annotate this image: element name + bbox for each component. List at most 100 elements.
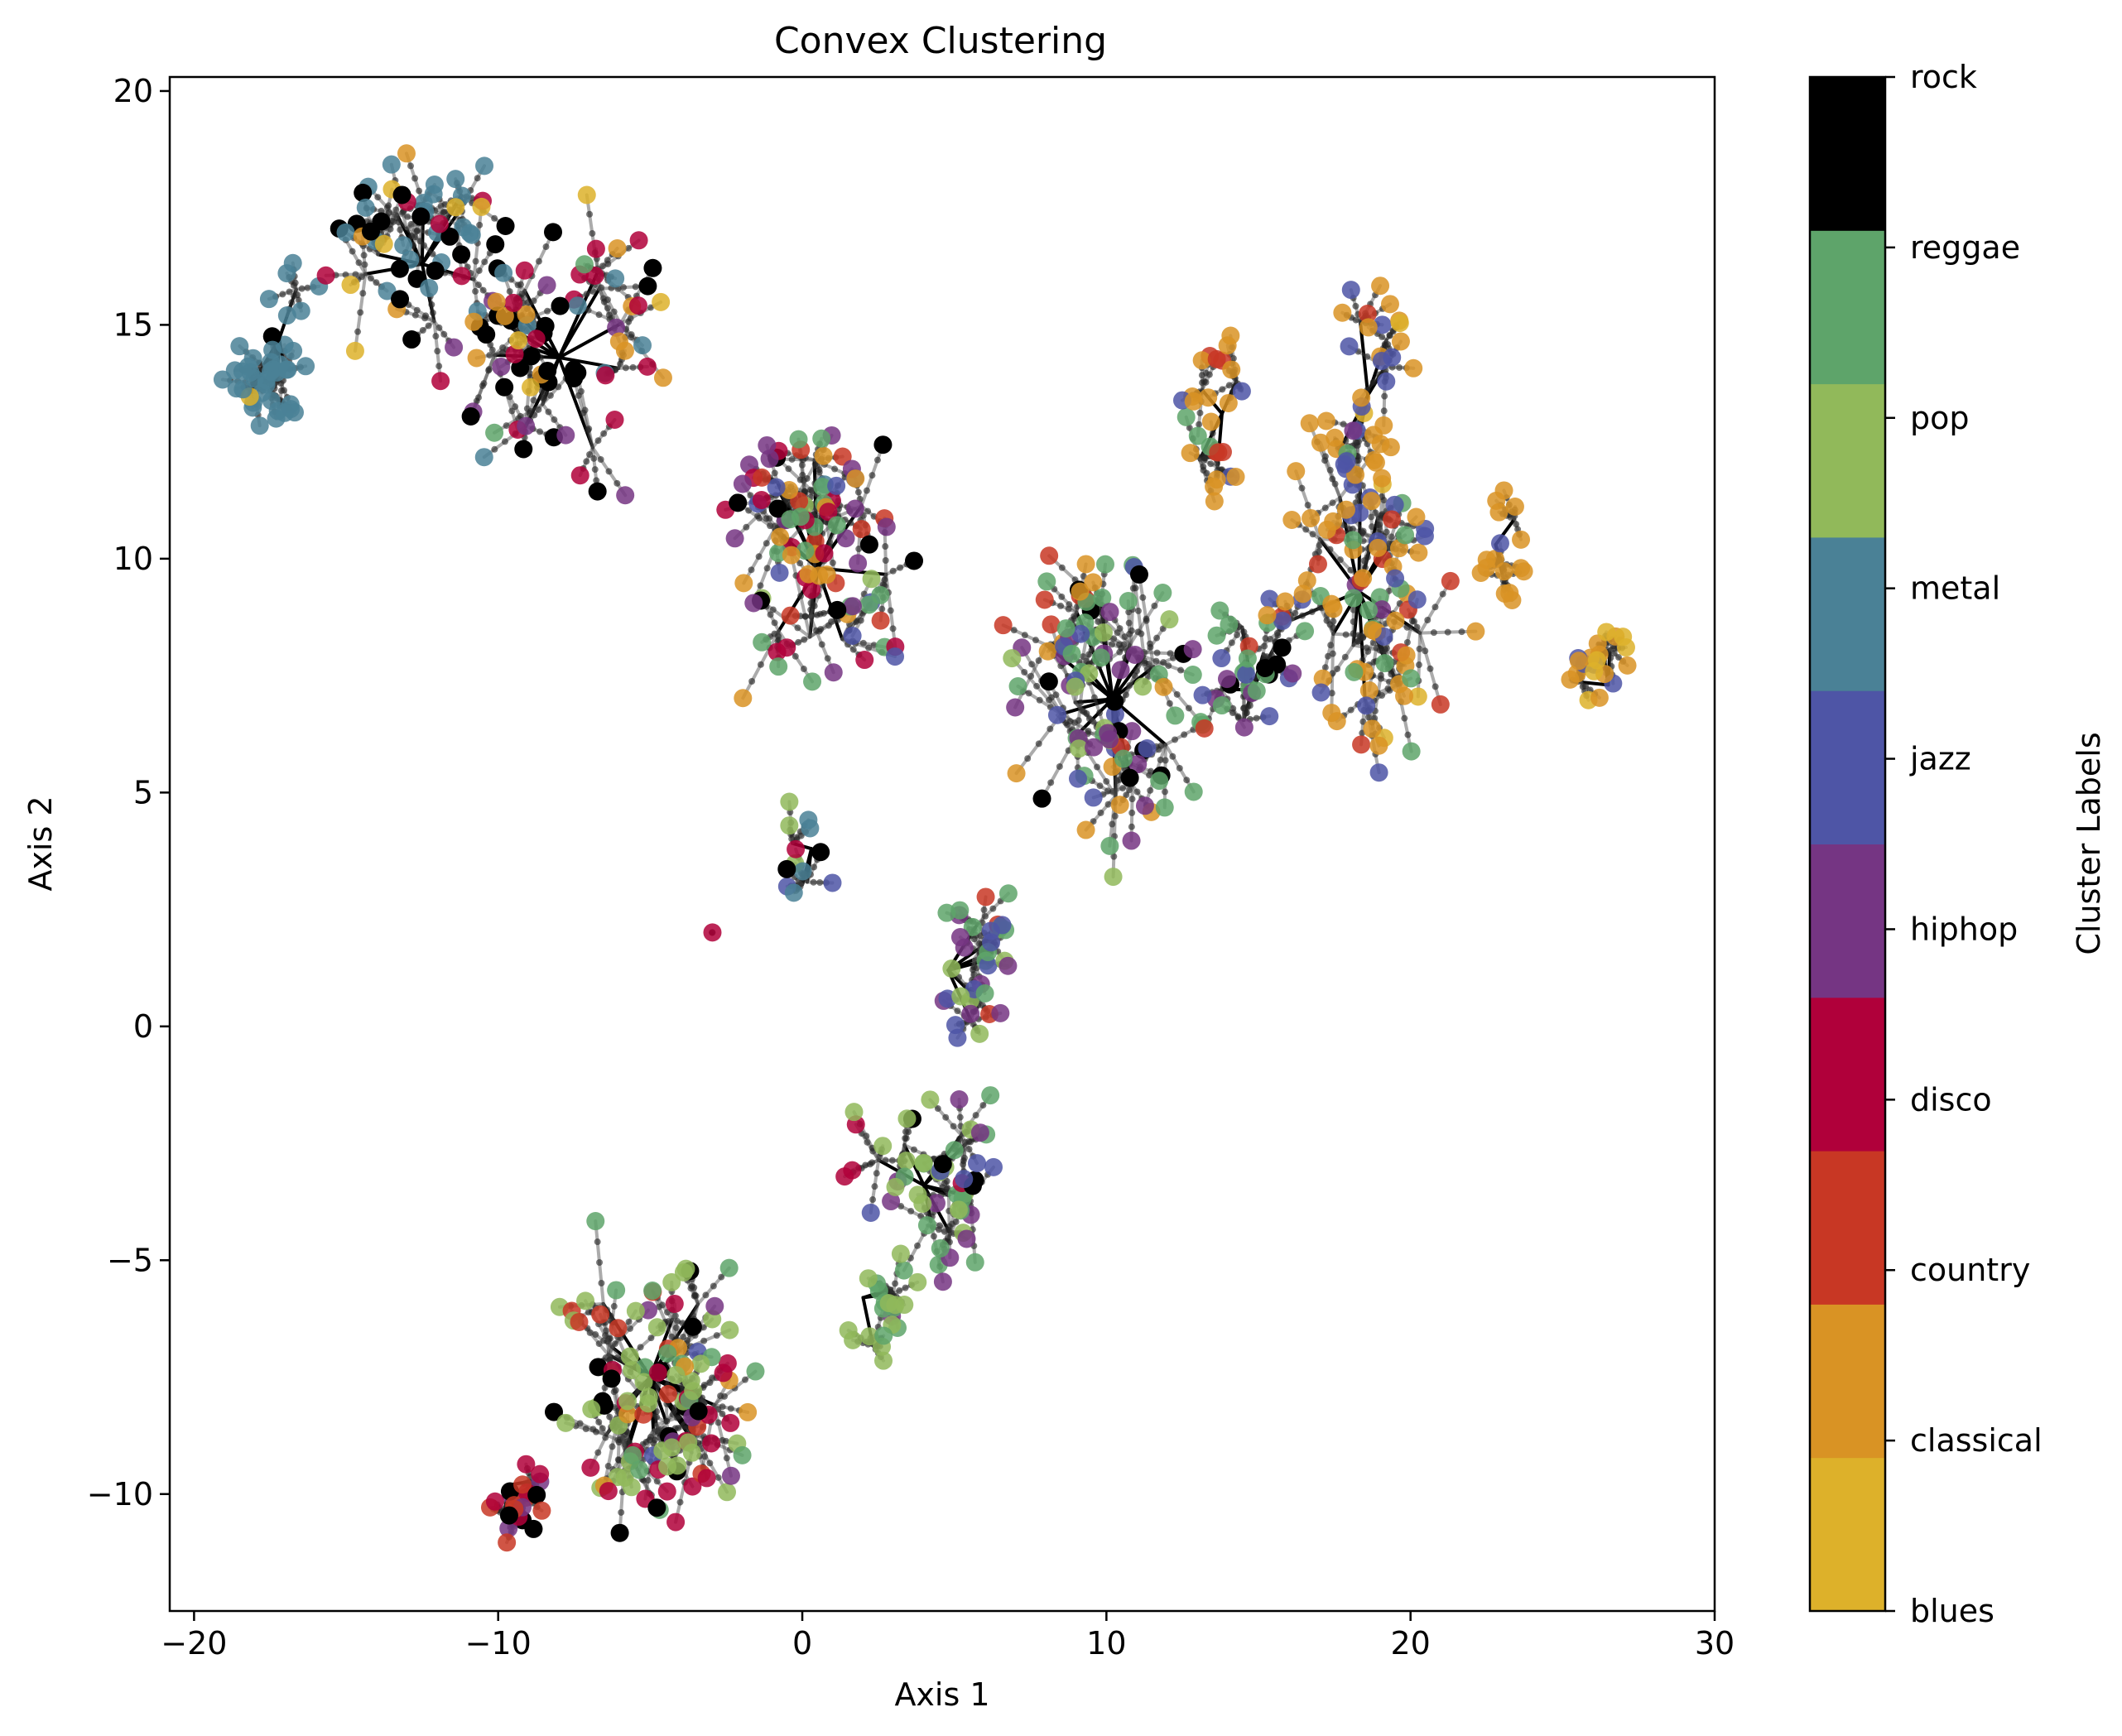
point-metal	[382, 155, 401, 174]
path-step-marker	[896, 1287, 903, 1295]
point-pop	[626, 1301, 645, 1320]
point-rock	[461, 406, 480, 426]
cluster-branch	[1359, 320, 1370, 397]
point-classical	[1494, 481, 1513, 500]
point-rock	[811, 843, 830, 862]
point-classical	[397, 144, 416, 163]
path-step-marker	[847, 519, 854, 527]
path-step-marker	[1342, 437, 1350, 445]
path-step-marker	[1388, 533, 1395, 541]
point-rock	[602, 1369, 621, 1388]
path-step-marker	[609, 1443, 616, 1450]
point-country	[1431, 695, 1450, 714]
path-step-marker	[715, 1419, 722, 1426]
point-hiphop	[957, 1229, 976, 1248]
path-step-marker	[611, 1340, 618, 1348]
path-step-marker	[1401, 714, 1408, 722]
point-disco	[531, 1464, 550, 1484]
path-step-marker	[831, 465, 839, 473]
point-jazz	[1273, 611, 1292, 630]
path-step-marker	[810, 878, 817, 886]
point-rock	[768, 499, 787, 518]
path-step-marker	[829, 559, 836, 566]
point-jazz	[1386, 569, 1405, 588]
cluster-branch	[1579, 680, 1610, 687]
point-pop	[844, 1330, 863, 1349]
path-step-marker	[491, 214, 498, 222]
path-step-marker	[407, 162, 415, 170]
point-reggae	[1150, 772, 1169, 791]
point-hiphop	[1085, 738, 1104, 757]
path-step-marker	[1122, 691, 1129, 699]
path-step-marker	[1234, 632, 1241, 639]
point-reggae	[1402, 742, 1421, 761]
path-step-marker	[672, 1324, 680, 1331]
path-step-marker	[1104, 787, 1112, 795]
point-classical	[1316, 411, 1335, 430]
path-step-marker	[537, 428, 544, 435]
point-metal	[475, 156, 494, 176]
path-step-marker	[1172, 736, 1179, 743]
point-classical	[1409, 543, 1428, 562]
point-rock	[527, 1485, 546, 1504]
point-reggae	[869, 1282, 888, 1301]
point-pop	[859, 1269, 878, 1288]
path-step-marker	[1205, 371, 1213, 378]
path-step-marker	[1368, 513, 1375, 521]
path-step-marker	[421, 242, 428, 249]
point-country	[781, 606, 800, 625]
colorbar-label-country: country	[1910, 1252, 2030, 1288]
point-classical	[1363, 719, 1382, 738]
point-classical	[1354, 569, 1373, 588]
point-jazz	[1084, 788, 1103, 807]
path-step-marker	[425, 322, 432, 329]
path-step-marker	[1110, 635, 1118, 642]
point-rock	[486, 235, 505, 254]
point-reggae	[1247, 681, 1266, 700]
x-tick-label: 20	[1390, 1625, 1430, 1661]
point-reggae	[1155, 798, 1174, 817]
path-step-marker	[352, 271, 359, 278]
point-pop	[942, 959, 961, 979]
y-tick-label: 5	[133, 774, 153, 810]
path-step-marker	[682, 1424, 690, 1431]
point-classical	[1219, 393, 1238, 412]
path-step-marker	[598, 1279, 605, 1286]
path-step-marker	[943, 1185, 950, 1193]
path-step-marker	[973, 964, 980, 972]
point-rock	[402, 330, 421, 349]
point-hiphop	[733, 474, 752, 493]
point-jazz	[1377, 372, 1396, 391]
path-step-marker	[1147, 643, 1154, 651]
path-step-marker	[719, 1410, 726, 1417]
path-step-marker	[1243, 709, 1250, 717]
point-reggae	[931, 1238, 950, 1258]
path-step-marker	[618, 1508, 625, 1516]
point-classical	[1084, 573, 1103, 592]
point-reggae	[1396, 526, 1415, 545]
point-classical	[1364, 450, 1383, 469]
path-step-marker	[807, 613, 815, 620]
path-step-marker	[653, 1413, 661, 1421]
path-step-marker	[668, 1333, 676, 1340]
point-reggae	[1220, 615, 1239, 634]
path-step-marker	[602, 1434, 609, 1441]
path-step-marker	[604, 260, 612, 267]
path-step-marker	[429, 250, 436, 257]
point-pop	[1003, 649, 1022, 668]
path-step-marker	[585, 306, 592, 314]
point-classical	[1561, 670, 1580, 689]
path-step-marker	[434, 348, 441, 355]
path-step-marker	[629, 363, 637, 371]
point-country	[833, 447, 852, 466]
point-classical	[739, 1402, 758, 1421]
path-step-marker	[1364, 714, 1372, 721]
path-step-marker	[628, 334, 635, 341]
point-blues	[1390, 314, 1409, 333]
path-step-marker	[1298, 484, 1306, 492]
path-step-marker	[367, 275, 374, 282]
point-classical	[1181, 444, 1200, 463]
path-step-marker	[1109, 787, 1117, 795]
point-rock	[1105, 692, 1124, 711]
path-step-marker	[404, 213, 411, 220]
